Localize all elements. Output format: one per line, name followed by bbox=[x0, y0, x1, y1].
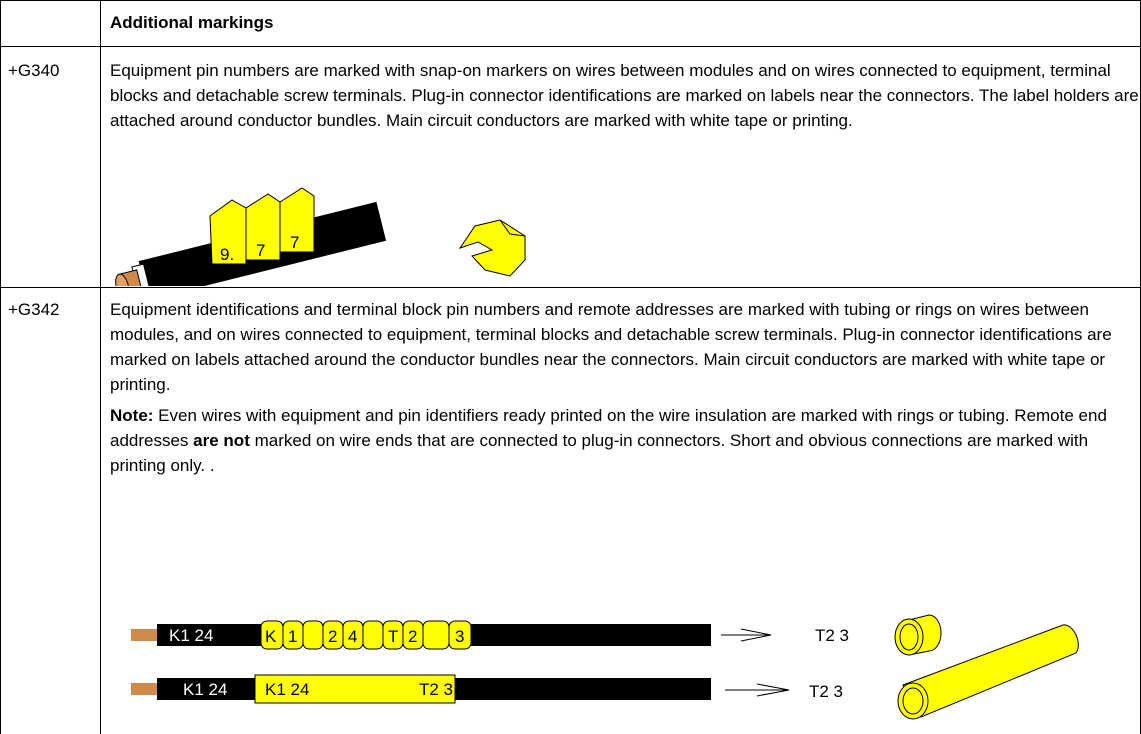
row-text: Equipment pin numbers are marked with sn… bbox=[110, 58, 1140, 133]
ring-label: K bbox=[265, 627, 277, 646]
border bbox=[0, 0, 1, 734]
tube-label: K1 24 bbox=[265, 680, 309, 699]
note: Note: Even wires with equipment and pin … bbox=[110, 403, 1140, 478]
border bbox=[100, 0, 101, 734]
row-code: +G342 bbox=[8, 300, 60, 319]
wire-label: K1 24 bbox=[183, 680, 227, 699]
border bbox=[0, 0, 1141, 1]
ring-label: 3 bbox=[455, 627, 464, 646]
marker-label: 7 bbox=[290, 233, 299, 252]
note-bold: Note: bbox=[110, 406, 154, 425]
ring-label: 1 bbox=[288, 627, 297, 646]
remote-label: T2 3 bbox=[809, 682, 843, 701]
border bbox=[0, 46, 1141, 47]
marker-label: 7 bbox=[256, 241, 265, 260]
row-code: +G340 bbox=[8, 61, 60, 80]
paragraph: Equipment identifications and terminal b… bbox=[110, 300, 1112, 394]
snap-on-figure: 9. 7 7 bbox=[115, 187, 526, 286]
note-bold: are not bbox=[193, 431, 250, 450]
paragraph: Equipment pin numbers are marked with sn… bbox=[110, 61, 1139, 130]
note-text: marked on wire ends that are connected t… bbox=[110, 431, 1089, 475]
row-text: Equipment identifications and terminal b… bbox=[110, 297, 1140, 478]
ring-label: T bbox=[388, 627, 398, 646]
remote-label: T2 3 bbox=[815, 626, 849, 645]
note-text: Even wires with equipment and pin identi… bbox=[110, 406, 1107, 450]
ring-label: 2 bbox=[408, 627, 417, 646]
wire-label: K1 24 bbox=[169, 626, 213, 645]
tube-label: T2 3 bbox=[419, 680, 453, 699]
ring-label: 4 bbox=[348, 627, 357, 646]
marker-label: 9. bbox=[220, 245, 234, 264]
ring-label: 2 bbox=[328, 627, 337, 646]
tubing-figure: K1 24 K 1 2 4 T 2 3 T2 3 bbox=[131, 614, 1079, 720]
header-title: Additional markings bbox=[110, 13, 274, 32]
border bbox=[0, 287, 1141, 288]
